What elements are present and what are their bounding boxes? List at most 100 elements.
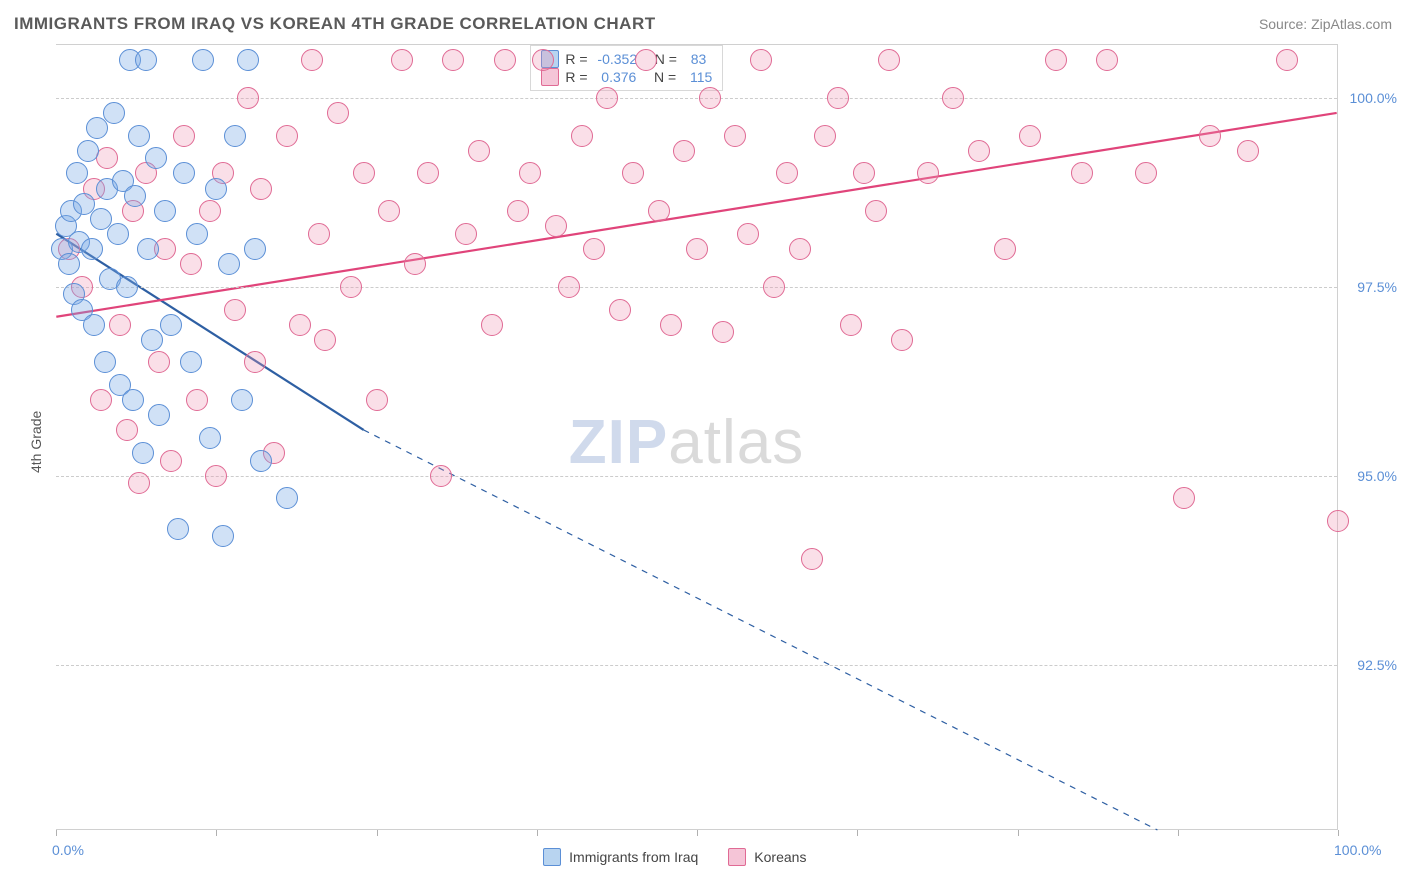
bottom-legend-label: Koreans: [754, 849, 806, 865]
scatter-point-korean: [583, 238, 605, 260]
scatter-point-korean: [199, 200, 221, 222]
scatter-point-korean: [224, 299, 246, 321]
scatter-point-korean: [686, 238, 708, 260]
scatter-point-korean: [391, 49, 413, 71]
bottom-legend-label: Immigrants from Iraq: [569, 849, 698, 865]
trendline-iraq-extrapolated: [364, 430, 1158, 830]
scatter-point-korean: [353, 162, 375, 184]
scatter-point-korean: [699, 87, 721, 109]
scatter-point-iraq: [81, 238, 103, 260]
scatter-point-korean: [571, 125, 593, 147]
legend-n-value: 83: [691, 51, 707, 67]
scatter-point-iraq: [180, 351, 202, 373]
scatter-point-iraq: [141, 329, 163, 351]
scatter-point-korean: [776, 162, 798, 184]
legend-r-value: 0.376: [597, 69, 636, 85]
scatter-point-iraq: [122, 389, 144, 411]
source-label: Source: ZipAtlas.com: [1259, 16, 1392, 32]
scatter-point-korean: [468, 140, 490, 162]
scatter-point-iraq: [244, 238, 266, 260]
scatter-point-iraq: [145, 147, 167, 169]
scatter-point-korean: [160, 450, 182, 472]
scatter-point-korean: [205, 465, 227, 487]
scatter-point-korean: [712, 321, 734, 343]
x-tick: [56, 830, 57, 836]
scatter-point-iraq: [137, 238, 159, 260]
scatter-point-iraq: [173, 162, 195, 184]
scatter-point-iraq: [231, 389, 253, 411]
scatter-point-korean: [276, 125, 298, 147]
scatter-point-korean: [417, 162, 439, 184]
scatter-point-iraq: [154, 200, 176, 222]
scatter-point-iraq: [205, 178, 227, 200]
scatter-point-iraq: [212, 525, 234, 547]
scatter-point-korean: [814, 125, 836, 147]
scatter-point-iraq: [83, 314, 105, 336]
bottom-legend-item-korean: Koreans: [728, 848, 806, 866]
scatter-point-iraq: [199, 427, 221, 449]
scatter-point-korean: [853, 162, 875, 184]
scatter-point-korean: [109, 314, 131, 336]
x-tick: [216, 830, 217, 836]
y-axis-label: 4th Grade: [28, 411, 44, 473]
scatter-point-korean: [660, 314, 682, 336]
legend-n-label: N =: [642, 69, 684, 85]
legend-r-label: R =: [565, 69, 591, 85]
scatter-point-iraq: [116, 276, 138, 298]
stats-legend-row-korean: R = 0.376 N = 115: [541, 68, 712, 86]
scatter-point-korean: [942, 87, 964, 109]
gridline: [56, 476, 1337, 477]
scatter-point-korean: [237, 87, 259, 109]
legend-n-value: 115: [690, 69, 712, 85]
scatter-point-korean: [301, 49, 323, 71]
scatter-point-korean: [1276, 49, 1298, 71]
x-tick: [537, 830, 538, 836]
scatter-point-korean: [1173, 487, 1195, 509]
scatter-point-korean: [763, 276, 785, 298]
scatter-point-korean: [148, 351, 170, 373]
scatter-point-korean: [1019, 125, 1041, 147]
x-tick: [1018, 830, 1019, 836]
scatter-point-korean: [96, 147, 118, 169]
scatter-point-korean: [891, 329, 913, 351]
scatter-point-korean: [994, 238, 1016, 260]
scatter-point-korean: [289, 314, 311, 336]
scatter-point-iraq: [132, 442, 154, 464]
scatter-point-iraq: [58, 253, 80, 275]
x-end-label: 100.0%: [1334, 842, 1381, 858]
scatter-point-korean: [724, 125, 746, 147]
scatter-point-korean: [827, 87, 849, 109]
scatter-point-korean: [737, 223, 759, 245]
chart-title: IMMIGRANTS FROM IRAQ VS KOREAN 4TH GRADE…: [14, 14, 656, 34]
scatter-point-korean: [635, 49, 657, 71]
legend-r-label: R =: [565, 51, 591, 67]
scatter-point-korean: [609, 299, 631, 321]
x-tick: [857, 830, 858, 836]
scatter-point-korean: [128, 472, 150, 494]
watermark-zip: ZIP: [569, 408, 668, 477]
scatter-point-iraq: [94, 351, 116, 373]
scatter-point-iraq: [276, 487, 298, 509]
scatter-point-korean: [244, 351, 266, 373]
bottom-legend-item-iraq: Immigrants from Iraq: [543, 848, 698, 866]
legend-r-value: -0.352: [597, 51, 637, 67]
scatter-point-korean: [507, 200, 529, 222]
scatter-point-korean: [865, 200, 887, 222]
scatter-point-korean: [545, 215, 567, 237]
scatter-point-iraq: [167, 518, 189, 540]
scatter-point-iraq: [237, 49, 259, 71]
scatter-point-korean: [596, 87, 618, 109]
stats-legend: R = -0.352 N = 83R = 0.376 N = 115: [530, 45, 723, 91]
scatter-point-korean: [116, 419, 138, 441]
scatter-point-korean: [673, 140, 695, 162]
scatter-point-korean: [186, 389, 208, 411]
scatter-point-iraq: [107, 223, 129, 245]
scatter-point-korean: [801, 548, 823, 570]
x-tick: [377, 830, 378, 836]
scatter-point-korean: [622, 162, 644, 184]
scatter-point-korean: [430, 465, 452, 487]
scatter-point-korean: [404, 253, 426, 275]
scatter-point-korean: [917, 162, 939, 184]
scatter-point-korean: [180, 253, 202, 275]
scatter-point-korean: [340, 276, 362, 298]
